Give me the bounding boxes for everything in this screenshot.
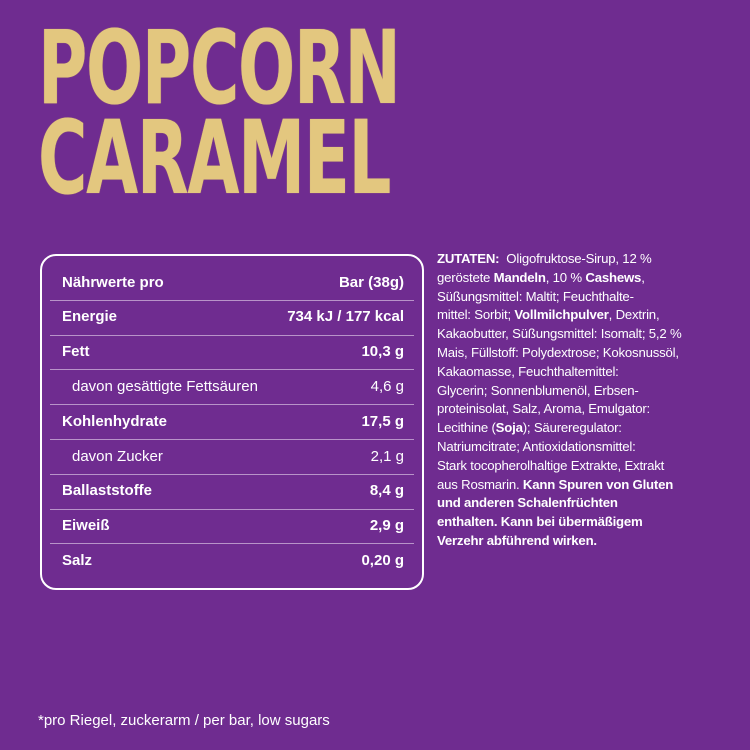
nutrition-label: Fett [62, 343, 90, 361]
nutrition-value: 10,3 g [361, 343, 404, 361]
ingredients-segment: Natriumcitrate; Antioxidationsmittel: [437, 438, 636, 454]
ingredients-segment: , [641, 269, 645, 285]
ingredients-line: Süßungsmittel: Maltit; Feuchthalte- [437, 288, 682, 307]
ingredients-segment: Kakaomasse, Feuchthaltemittel: [437, 363, 619, 379]
ingredients-segment: , 10 % [545, 269, 586, 285]
ingredients-line: Natriumcitrate; Antioxidationsmittel: [437, 438, 682, 457]
ingredients-segment: Süßungsmittel: Maltit; Feuchthalte- [437, 288, 634, 304]
ingredients-segment: geröstete [437, 269, 494, 285]
nutrition-header: Nährwerte pro Bar (38g) [62, 265, 404, 299]
ingredients-segment: Kakaobutter, Süßungsmittel: Isomalt; 5,2… [437, 326, 682, 342]
ingredients-bold-segment: Kann Spuren von Gluten [522, 476, 674, 492]
nutrition-label: Energie [62, 308, 118, 326]
ingredients-bold-segment: Verzehr abführend wirken. [437, 532, 597, 548]
nutrition-table: Nährwerte pro Bar (38g) Energie 734 kJ / … [40, 254, 424, 590]
row-divider [50, 334, 414, 336]
nutrition-label: Ballaststoffe [62, 482, 153, 500]
footnote: *pro Riegel, zuckerarm / per bar, low su… [38, 712, 330, 729]
nutrition-value: 2,1 g [370, 447, 404, 465]
ingredients-bold-segment: Vollmilchpulver [514, 307, 609, 323]
ingredients-bold-segment: enthalten. Kann bei übermäßigem [437, 514, 643, 530]
nutrition-value: 17,5 g [361, 412, 404, 430]
ingredients-line: Glycerin; Sonnenblumenöl, Erbsen- [437, 382, 682, 401]
nutrition-value: 2,9 g [369, 517, 404, 535]
ingredients-segment: proteinisolat, Salz, Aroma, Emulgator: [437, 401, 651, 417]
row-divider [50, 543, 414, 545]
nutrition-value: 0,20 g [361, 551, 404, 569]
ingredients-bold-segment: Mandeln [493, 269, 546, 285]
ingredients-line: Mais, Füllstoff: Polydextrose; Kokosnuss… [437, 344, 682, 363]
ingredients-segment: ); Säureregulator: [522, 420, 622, 436]
ingredients-line: aus Rosmarin. Kann Spuren von Gluten [437, 476, 682, 495]
nutrition-label: Salz [62, 551, 93, 569]
row-divider [50, 369, 414, 371]
nutrition-row: Fett 10,3 g [62, 335, 404, 369]
row-divider [50, 439, 414, 440]
ingredients-segment: , Dextrin, [608, 307, 660, 323]
ingredients-line: proteinisolat, Salz, Aroma, Emulgator: [437, 400, 682, 419]
ingredients-segment: Stark tocopherolhaltige Extrakte, Extrak… [437, 457, 665, 473]
nutrition-row: Salz 0,20 g [62, 543, 404, 577]
nutrition-value: 734 kJ / 177 kcal [287, 308, 404, 326]
ingredients-bold-segment: ZUTATEN: [437, 251, 500, 266]
ingredients-line: Kakaobutter, Süßungsmittel: Isomalt; 5,2… [437, 325, 682, 344]
ingredients-segment: aus Rosmarin. [437, 476, 523, 492]
title-line-1: POPCORN [38, 9, 401, 128]
nutrition-header-label: Nährwerte pro [62, 273, 164, 291]
ingredients-bold-segment: Soja [495, 420, 523, 436]
nutrition-row: davon Zucker 2,1 g [62, 439, 404, 473]
nutrition-row: davon gesättigte Fettsäuren 4,6 g [62, 369, 404, 403]
ingredients-segment: Lecithine ( [437, 420, 496, 436]
nutrition-row: Energie 734 kJ / 177 kcal [62, 300, 404, 334]
ingredients-line: Kakaomasse, Feuchthaltemittel: [437, 363, 682, 382]
title-line-2: CARAMEL [38, 99, 391, 218]
row-divider [50, 508, 414, 510]
nutrition-row: Kohlenhydrate 17,5 g [62, 404, 404, 438]
ingredients-bold-segment: Cashews [585, 269, 642, 285]
ingredients-line: Verzehr abführend wirken. [437, 532, 682, 551]
ingredients-line: Stark tocopherolhaltige Extrakte, Extrak… [437, 457, 682, 476]
row-divider [50, 473, 414, 475]
ingredients-line: Lecithine (Soja); Säureregulator: [437, 419, 682, 438]
ingredients-line: ZUTATEN: Oligofruktose-Sirup, 12 % [437, 250, 682, 269]
row-divider [50, 404, 414, 406]
ingredients-line: mittel: Sorbit; Vollmilchpulver, Dextrin… [437, 306, 682, 325]
ingredients-bold-segment: und anderen Schalenfrüchten [437, 495, 618, 511]
nutrition-label: davon Zucker [72, 447, 163, 465]
nutrition-label: Eiweiß [62, 517, 110, 535]
ingredients-line: enthalten. Kann bei übermäßigem [437, 513, 682, 532]
nutrition-row: Ballaststoffe 8,4 g [62, 474, 404, 508]
ingredients-segment: Oligofruktose-Sirup, 12 % [499, 251, 652, 266]
nutrition-value: 8,4 g [369, 482, 404, 500]
nutrition-row: Eiweiß 2,9 g [62, 509, 404, 543]
ingredients-text: ZUTATEN: Oligofruktose-Sirup, 12 % geröst… [437, 250, 682, 551]
row-divider [50, 299, 414, 301]
ingredients-line: geröstete Mandeln, 10 % Cashews, [437, 269, 682, 288]
ingredients-line: und anderen Schalenfrüchten [437, 494, 682, 513]
nutrition-header-value: Bar (38g) [338, 273, 404, 291]
nutrition-label: Kohlenhydrate [62, 412, 168, 430]
ingredients-segment: Mais, Füllstoff: Polydextrose; Kokosnuss… [437, 344, 679, 360]
nutrition-label: davon gesättigte Fettsäuren [72, 377, 258, 395]
ingredients-segment: Glycerin; Sonnenblumenöl, Erbsen- [437, 382, 639, 398]
ingredients-segment: mittel: Sorbit; [437, 307, 515, 323]
nutrition-value: 4,6 g [370, 377, 404, 395]
